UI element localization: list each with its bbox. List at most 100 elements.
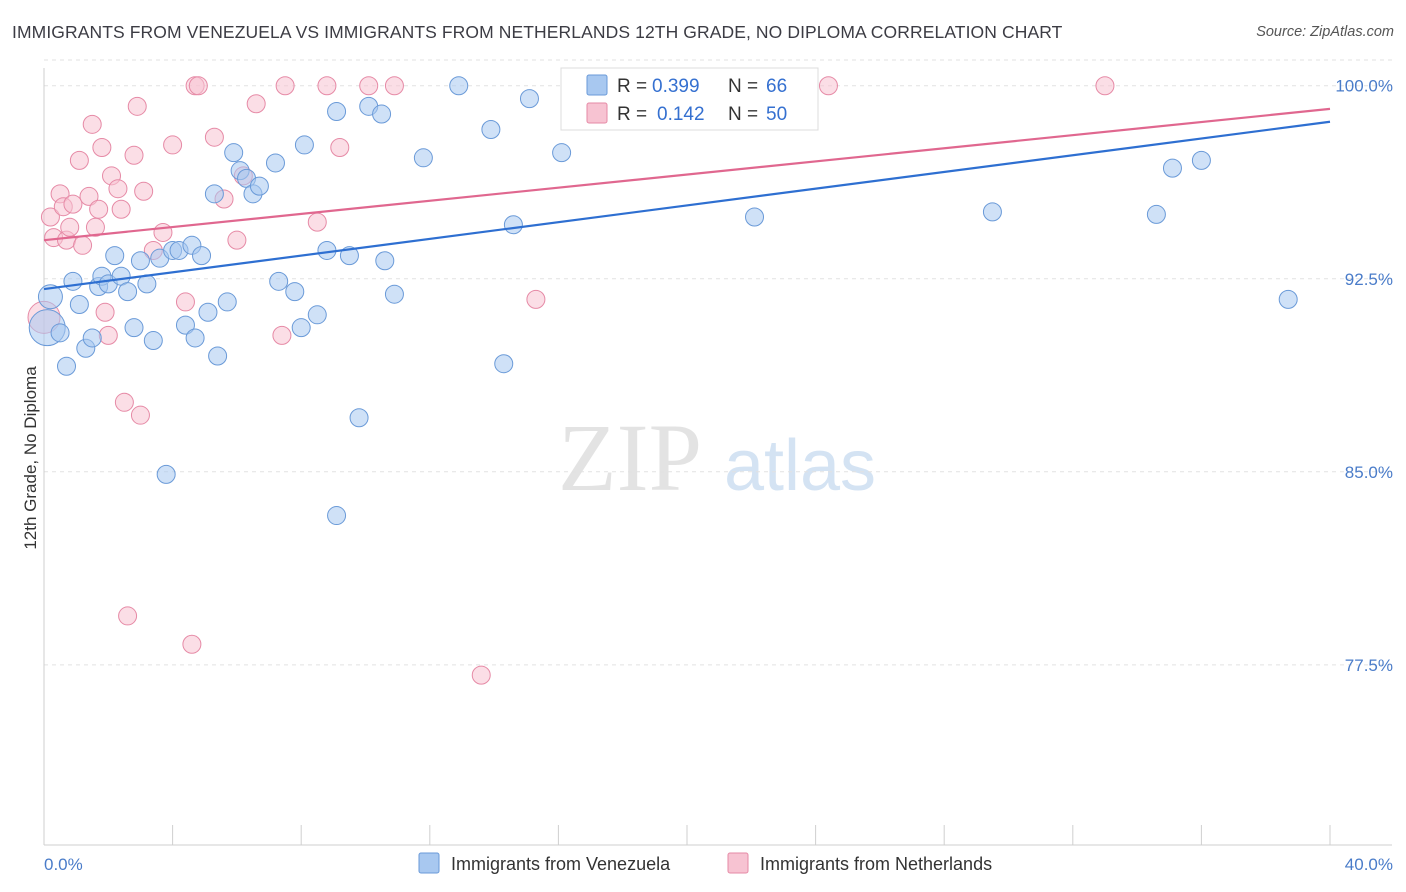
bottom-legend-label-netherlands: Immigrants from Netherlands [760, 854, 992, 874]
netherlands-point [134, 181, 154, 201]
venezuela-point [327, 506, 347, 526]
venezuela-point [285, 282, 305, 302]
venezuela-point [349, 408, 369, 428]
legend-r-value-netherlands: 0.142 [657, 104, 705, 125]
venezuela-point [1162, 158, 1182, 178]
venezuela-point [269, 271, 289, 291]
y-axis-label: 12th Grade, No Diploma [21, 366, 40, 550]
netherlands-trend-line [43, 107, 1331, 242]
netherlands-point [98, 325, 118, 345]
legend-r-label-netherlands: R = [617, 104, 647, 125]
venezuela-point [372, 104, 392, 124]
netherlands-point [69, 150, 89, 170]
gridlines [44, 59, 1392, 666]
venezuela-point [982, 202, 1002, 222]
x-tick-label-min: 0.0% [44, 855, 83, 874]
tick-labels: 77.5% 85.0% 92.5% 100.0% 0.0% 40.0% [44, 77, 1393, 874]
venezuela-point [118, 282, 138, 302]
trend-lines [43, 107, 1331, 291]
venezuela-point [327, 101, 347, 121]
legend-r-label-venezuela: R = [617, 76, 647, 97]
legend-n-label-venezuela: N = [728, 76, 758, 97]
legend-swatch-netherlands [586, 102, 608, 124]
netherlands-point [95, 302, 115, 322]
watermark-zip: ZIP [558, 404, 702, 511]
netherlands-point [111, 199, 131, 219]
venezuela-point [375, 251, 395, 271]
venezuela-point [208, 346, 228, 366]
venezuela-point [50, 323, 70, 343]
venezuela-point [143, 331, 163, 351]
y-tick-label: 100.0% [1335, 77, 1393, 96]
venezuela-point [1146, 204, 1166, 224]
netherlands-point [118, 606, 138, 626]
venezuela-point [384, 284, 404, 304]
venezuela-point [294, 135, 314, 155]
venezuela-point [204, 184, 224, 204]
netherlands-point [471, 665, 491, 685]
venezuela-point [519, 89, 539, 109]
venezuela-point [339, 246, 359, 266]
venezuela-point [413, 148, 433, 168]
netherlands-point [82, 114, 102, 134]
venezuela-point [69, 295, 89, 315]
series-netherlands-points [27, 76, 1115, 685]
netherlands-point [175, 292, 195, 312]
venezuela-point [1278, 289, 1298, 309]
venezuela-point [63, 271, 83, 291]
netherlands-point [204, 127, 224, 147]
netherlands-point [85, 217, 105, 237]
venezuela-point [198, 302, 218, 322]
netherlands-point [40, 207, 60, 227]
watermark-atlas: atlas [724, 426, 876, 506]
venezuela-point [265, 153, 285, 173]
series-venezuela-points [28, 76, 1298, 526]
venezuela-point [192, 246, 212, 266]
venezuela-trend-line [43, 120, 1331, 291]
venezuela-point [124, 318, 144, 338]
legend-n-label-netherlands: N = [728, 104, 758, 125]
bottom-legend-label-venezuela: Immigrants from Venezuela [451, 854, 671, 874]
y-tick-label: 77.5% [1345, 656, 1393, 675]
venezuela-point [185, 328, 205, 348]
bottom-legend: Immigrants from Venezuela Immigrants fro… [418, 852, 992, 874]
netherlands-point [275, 76, 295, 96]
netherlands-point [79, 186, 99, 206]
venezuela-point [291, 318, 311, 338]
y-tick-label: 92.5% [1345, 270, 1393, 289]
netherlands-point [124, 145, 144, 165]
legend-n-value-venezuela: 66 [766, 76, 787, 97]
netherlands-point [127, 96, 147, 116]
venezuela-point [1191, 150, 1211, 170]
netherlands-point [317, 76, 337, 96]
venezuela-point [217, 292, 237, 312]
venezuela-point [105, 246, 125, 266]
bottom-legend-swatch-venezuela [418, 852, 440, 874]
venezuela-point [249, 176, 269, 196]
legend-n-value-netherlands: 50 [766, 104, 787, 125]
netherlands-point [92, 138, 112, 158]
netherlands-point [130, 405, 150, 425]
venezuela-point [130, 251, 150, 271]
venezuela-point [82, 328, 102, 348]
netherlands-point [153, 222, 173, 242]
netherlands-point [60, 217, 80, 237]
netherlands-point [89, 199, 109, 219]
netherlands-point [330, 138, 350, 158]
venezuela-point [156, 464, 176, 484]
venezuela-point [307, 305, 327, 325]
netherlands-point [526, 289, 546, 309]
venezuela-point [137, 274, 157, 294]
netherlands-point [307, 212, 327, 232]
venezuela-point [481, 119, 501, 139]
chart-title: IMMIGRANTS FROM VENEZUELA VS IMMIGRANTS … [12, 22, 1063, 42]
netherlands-point [182, 634, 202, 654]
venezuela-point [224, 143, 244, 163]
venezuela-point [552, 143, 572, 163]
legend-swatch-venezuela [586, 74, 608, 96]
netherlands-point [163, 135, 183, 155]
netherlands-point [73, 235, 93, 255]
venezuela-point [57, 356, 77, 376]
netherlands-point [114, 392, 134, 412]
